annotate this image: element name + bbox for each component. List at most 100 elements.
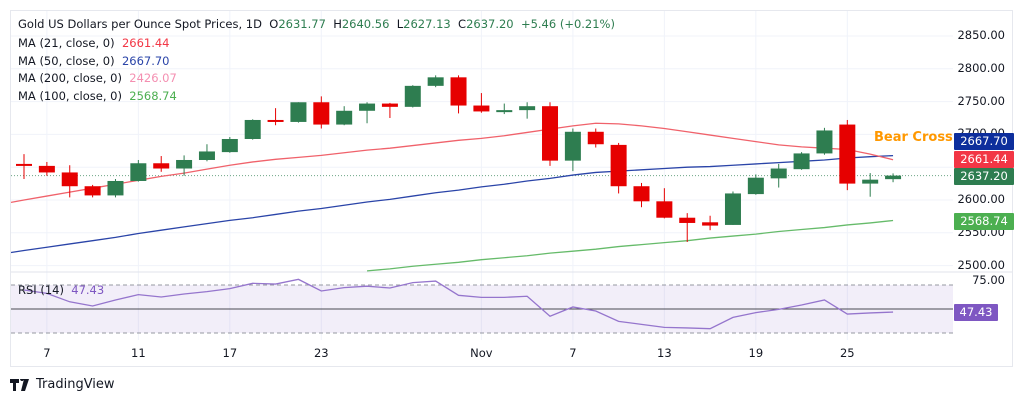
ma100-price-tag: 2568.74 (954, 213, 1014, 230)
high-label: H (333, 17, 342, 31)
candle-body (38, 165, 55, 173)
bear-cross-annotation: Bear Cross (874, 130, 953, 145)
price-tick-label: 2750.00 (957, 93, 1005, 108)
time-tick-label: 17 (222, 346, 238, 360)
candle-body (587, 131, 604, 145)
open-label: O (269, 17, 279, 31)
candles (16, 75, 902, 242)
rsi-value: 47.43 (71, 283, 105, 297)
candle-up (885, 173, 902, 183)
ma200-legend[interactable]: MA (200, close, 0) 2426.07 (18, 71, 177, 85)
candle-body (84, 186, 101, 196)
rsi-label: RSI (14) (18, 283, 64, 297)
candle-body (496, 110, 513, 113)
candle-body (633, 186, 650, 202)
candle-body (656, 201, 673, 218)
candle-down (473, 93, 490, 113)
candle-body (313, 102, 330, 125)
candle-up (496, 103, 513, 115)
candle-up (198, 144, 215, 162)
ma100-value: 2568.74 (129, 89, 177, 103)
rsi-series (23, 278, 894, 330)
moving-averages (11, 122, 894, 272)
candle-body (793, 153, 810, 170)
ma50-price-tag: 2667.70 (954, 133, 1014, 150)
time-tick-label: 11 (131, 346, 146, 360)
time-tick-label: 19 (748, 346, 764, 360)
candle-up (724, 191, 741, 225)
candle-body (564, 131, 581, 161)
candle-down (839, 119, 856, 191)
candle-down (38, 161, 55, 176)
candle-down (587, 128, 604, 148)
candle-up (404, 85, 421, 108)
candle-down (702, 215, 719, 231)
candle-up (564, 128, 581, 172)
time-tick-label: 7 (43, 346, 51, 360)
candle-body (542, 106, 559, 161)
low-label: L (396, 17, 404, 31)
tradingview-logo[interactable]: TradingView (10, 377, 115, 392)
ma21-legend[interactable]: MA (21, close, 0) 2661.44 (18, 36, 170, 50)
time-tick-label: Nov (470, 346, 493, 360)
ma200-value: 2426.07 (129, 71, 177, 85)
candle-body (381, 103, 398, 107)
candle-down (610, 142, 627, 194)
candle-up (427, 75, 444, 88)
candle-up (816, 127, 833, 155)
ma100-legend[interactable]: MA (100, close, 0) 2568.74 (18, 89, 177, 103)
high-value: 2640.56 (341, 17, 390, 31)
time-tick-label: 13 (657, 346, 672, 360)
candle-body (107, 180, 124, 196)
candle-down (61, 165, 78, 198)
close-label: C (458, 17, 467, 31)
ma50-line (11, 154, 894, 254)
time-tick-label: 25 (839, 346, 855, 360)
candle-body (427, 77, 444, 86)
ma100-line (366, 219, 894, 272)
candle-body (885, 175, 902, 180)
candle-body (244, 119, 261, 139)
ma50-legend[interactable]: MA (50, close, 0) 2667.70 (18, 54, 170, 68)
candle-up (130, 159, 147, 182)
time-tick-label: 7 (569, 346, 577, 360)
ma21-line (11, 122, 894, 204)
candle-body (702, 222, 719, 226)
low-value: 2627.13 (403, 17, 451, 31)
candle-body (61, 172, 78, 187)
candle-down (656, 188, 673, 219)
candle-body (198, 151, 215, 160)
candle-body (16, 163, 32, 166)
candle-body (770, 168, 787, 179)
candle-down (267, 108, 284, 126)
candle-body (267, 119, 284, 122)
candle-body (153, 163, 170, 169)
candle-up (359, 102, 376, 124)
ma50-value: 2667.70 (121, 54, 170, 68)
change-value: +5.46 (+0.21%) (520, 17, 615, 31)
ma21-label: MA (21, close, 0) (18, 36, 115, 50)
price-tick-label: 2600.00 (957, 192, 1005, 206)
rsi-legend[interactable]: RSI (14) 47.43 (18, 283, 104, 297)
candle-body (747, 177, 764, 195)
candle-up (747, 174, 764, 195)
candle-down (633, 182, 650, 208)
chart-frame (10, 10, 1013, 367)
candle-body (404, 85, 421, 107)
price-tick-label: 2500.00 (957, 257, 1005, 272)
symbol-title[interactable]: Gold US Dollars per Ounce Spot Prices, 1… (18, 17, 262, 31)
candle-up (336, 106, 353, 126)
price-tick-label: 2800.00 (957, 60, 1005, 75)
candle-up (519, 102, 536, 119)
candle-body (724, 193, 741, 225)
tradingview-wordmark: TradingView (36, 377, 115, 392)
candle-down (84, 184, 101, 198)
candle-down (679, 213, 696, 242)
candle-down (450, 75, 467, 114)
candle-body (816, 130, 833, 154)
candle-body (519, 106, 536, 111)
time-tick-label: 23 (313, 346, 329, 360)
candle-body (290, 102, 307, 122)
ma50-label: MA (50, close, 0) (18, 54, 115, 68)
